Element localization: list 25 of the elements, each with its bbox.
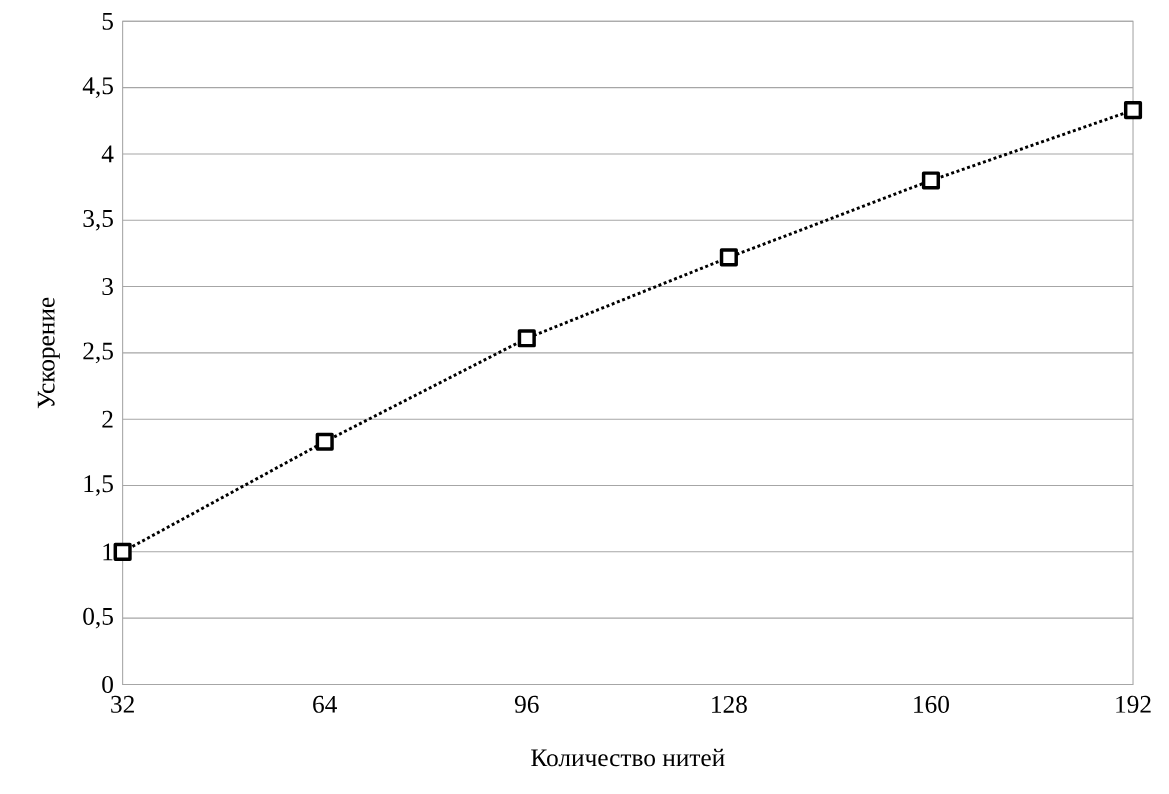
y-axis-title: Ускорение — [37, 297, 60, 408]
x-axis-title: Количество нитей — [531, 748, 725, 767]
y-tick-label: 0 — [102, 675, 113, 693]
x-tick-label: 160 — [914, 695, 949, 713]
x-tick-label: 64 — [313, 695, 337, 713]
y-tick-label: 3,5 — [83, 209, 113, 231]
y-tick-label: 4,5 — [82, 77, 113, 98]
point — [719, 248, 738, 267]
point — [921, 171, 941, 190]
x-tick-label: 128 — [712, 695, 747, 713]
point — [113, 542, 132, 561]
y-tick-label: 5 — [102, 12, 113, 30]
y-tick-label: 0,5 — [83, 607, 113, 629]
point — [315, 432, 334, 451]
point — [1123, 100, 1143, 120]
point — [517, 329, 536, 348]
x-tick-label: 192 — [1116, 695, 1151, 713]
y-tick-label: 1,5 — [84, 475, 113, 496]
x-tick-label: 96 — [514, 695, 539, 713]
y-tick-label: 1 — [103, 543, 113, 560]
x-tick-label: 32 — [111, 695, 134, 713]
y-tick-label: 2,5 — [83, 342, 113, 363]
y-tick-label: 2 — [102, 410, 113, 428]
y-tick-label: 3 — [102, 277, 113, 295]
y-tick-label: 4 — [101, 145, 114, 163]
